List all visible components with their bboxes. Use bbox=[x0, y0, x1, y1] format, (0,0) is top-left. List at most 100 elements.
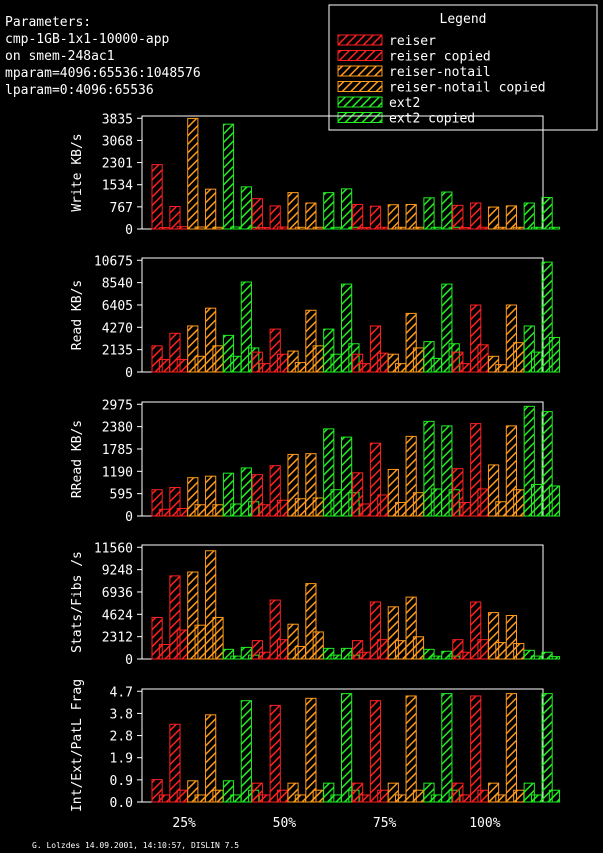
bar bbox=[459, 363, 471, 373]
bar bbox=[505, 304, 517, 373]
bar bbox=[276, 789, 289, 803]
bar bbox=[377, 639, 389, 660]
legend-entry: ext2 bbox=[337, 96, 420, 111]
bar bbox=[276, 499, 289, 517]
bar bbox=[230, 655, 242, 660]
bar bbox=[523, 325, 535, 373]
bar bbox=[359, 651, 371, 660]
bar bbox=[377, 352, 389, 373]
bar bbox=[176, 507, 188, 517]
bar bbox=[412, 789, 425, 803]
y-axis-label: RRead KB/s bbox=[70, 420, 85, 498]
bar bbox=[158, 644, 171, 660]
bar bbox=[251, 198, 263, 230]
bar bbox=[222, 780, 235, 803]
bar bbox=[430, 655, 442, 660]
bar bbox=[151, 164, 163, 230]
bar bbox=[548, 226, 561, 230]
bar bbox=[230, 503, 242, 517]
bar bbox=[259, 504, 271, 517]
y-tick-label: 1785 bbox=[102, 443, 133, 458]
bar bbox=[412, 347, 425, 373]
y-tick-label: 0 bbox=[125, 510, 133, 525]
bar bbox=[387, 204, 399, 230]
bar bbox=[222, 123, 235, 230]
bar bbox=[477, 639, 489, 660]
bar bbox=[369, 700, 382, 803]
bar bbox=[287, 192, 299, 230]
bar bbox=[323, 328, 335, 373]
bar bbox=[487, 355, 500, 373]
bar bbox=[369, 601, 382, 660]
bar bbox=[487, 782, 500, 803]
bar bbox=[470, 601, 482, 660]
legend-swatch bbox=[337, 112, 383, 123]
bar bbox=[452, 782, 464, 803]
bar bbox=[548, 485, 561, 517]
bar bbox=[269, 599, 281, 660]
legend-entry: reiser copied bbox=[337, 50, 491, 65]
bar bbox=[541, 651, 553, 660]
y-tick-label: 767 bbox=[110, 201, 133, 216]
bar bbox=[276, 639, 289, 660]
bar bbox=[405, 596, 417, 660]
bar bbox=[330, 226, 342, 230]
bar bbox=[341, 647, 353, 660]
bar bbox=[194, 504, 206, 517]
param-line-2: on smem-248ac1 bbox=[5, 49, 115, 64]
bar bbox=[505, 615, 517, 660]
bar bbox=[359, 363, 371, 373]
bar bbox=[359, 503, 371, 517]
bar bbox=[259, 651, 271, 660]
bar bbox=[452, 204, 464, 230]
bar bbox=[287, 453, 299, 517]
bar bbox=[240, 186, 252, 230]
legend-entry: reiser-notail copied bbox=[337, 81, 546, 96]
y-tick-label: 0 bbox=[125, 223, 133, 238]
bar bbox=[259, 227, 271, 230]
bar bbox=[194, 355, 206, 373]
bar bbox=[405, 203, 417, 230]
bar bbox=[430, 488, 442, 517]
bar bbox=[323, 192, 335, 230]
bar bbox=[151, 345, 163, 373]
bar bbox=[423, 648, 435, 660]
bar bbox=[294, 645, 306, 660]
y-tick-label: 6405 bbox=[102, 299, 133, 314]
bar bbox=[459, 651, 471, 660]
bar bbox=[423, 341, 435, 373]
bar bbox=[176, 629, 188, 660]
bar bbox=[530, 226, 543, 230]
bar bbox=[194, 624, 206, 660]
bar bbox=[359, 794, 371, 803]
bar bbox=[495, 364, 507, 373]
legend-title: Legend bbox=[440, 12, 487, 27]
bar bbox=[305, 583, 317, 660]
bar bbox=[523, 202, 535, 230]
bar bbox=[459, 794, 471, 803]
bar bbox=[441, 191, 453, 230]
bar bbox=[405, 435, 417, 517]
bar bbox=[222, 648, 235, 660]
bar bbox=[287, 350, 299, 373]
chart-panel: 0.0 0.9 1.9 2.8 3.8 4.7 Int/Ext/PatL Frag 25% 50… bbox=[70, 679, 561, 831]
bar bbox=[305, 202, 317, 230]
bar bbox=[230, 794, 242, 803]
bar bbox=[205, 475, 217, 517]
y-axis-label: Read KB/s bbox=[70, 280, 85, 350]
bar bbox=[352, 640, 364, 660]
legend-swatch bbox=[337, 34, 383, 46]
bar bbox=[312, 789, 324, 803]
bar bbox=[523, 782, 535, 803]
chart-panel: 0 2135 4270 6405 8540 10675 Read KB/s bbox=[70, 254, 561, 381]
x-tick-label: 100% bbox=[469, 816, 500, 831]
bar bbox=[330, 353, 342, 373]
bar bbox=[205, 714, 217, 803]
bar bbox=[513, 643, 525, 660]
bar bbox=[487, 612, 500, 660]
bar bbox=[158, 358, 171, 373]
legend-entry: reiser bbox=[337, 34, 436, 49]
bar bbox=[412, 226, 425, 230]
bar bbox=[205, 550, 217, 660]
bar bbox=[387, 353, 399, 373]
